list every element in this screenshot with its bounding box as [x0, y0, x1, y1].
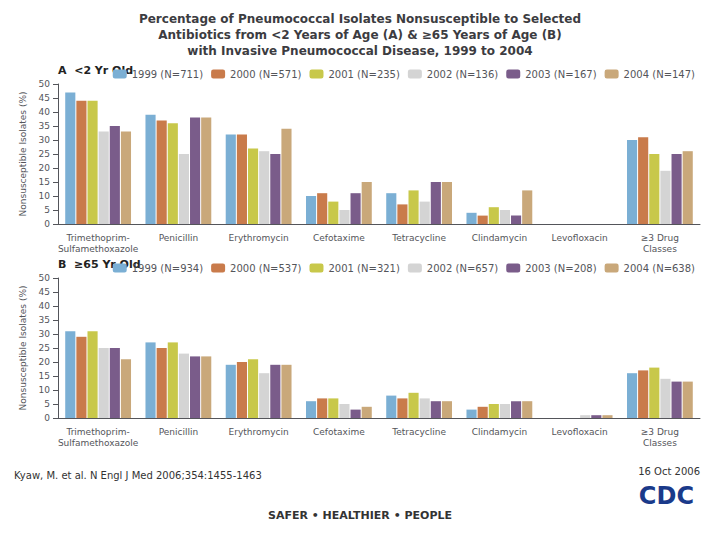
svg-text:2000 (N=571): 2000 (N=571): [230, 69, 301, 80]
svg-text:35: 35: [39, 315, 50, 325]
svg-text:45: 45: [39, 93, 50, 103]
svg-text:Tetracycline: Tetracycline: [391, 233, 446, 243]
svg-text:Kyaw, M. et al. N Engl J Med 2: Kyaw, M. et al. N Engl J Med 2006;354:14…: [14, 470, 262, 481]
svg-text:5: 5: [44, 205, 50, 215]
svg-text:10: 10: [39, 191, 51, 201]
svg-text:Nonsusceptible Isolates (%): Nonsusceptible Isolates (%): [18, 286, 28, 411]
svg-text:30: 30: [39, 329, 51, 339]
svg-text:2003 (N=208): 2003 (N=208): [525, 263, 596, 274]
svg-text:20: 20: [39, 163, 51, 173]
svg-text:Cefotaxime: Cefotaxime: [313, 427, 365, 437]
svg-text:1999 (N=711): 1999 (N=711): [132, 69, 203, 80]
svg-text:25: 25: [39, 149, 50, 159]
svg-text:2002 (N=657): 2002 (N=657): [427, 263, 498, 274]
svg-text:0: 0: [44, 413, 50, 423]
svg-text:2001 (N=321): 2001 (N=321): [328, 263, 399, 274]
svg-text:Sulfamethoxazole: Sulfamethoxazole: [58, 244, 139, 254]
svg-text:Classes: Classes: [643, 438, 677, 448]
svg-text:Clindamycin: Clindamycin: [472, 427, 527, 437]
svg-text:with Invasive Pneumococcal Dis: with Invasive Pneumococcal Disease, 1999…: [187, 44, 532, 58]
svg-text:2000 (N=537): 2000 (N=537): [230, 263, 301, 274]
svg-text:Classes: Classes: [643, 244, 677, 254]
svg-text:Penicillin: Penicillin: [159, 427, 199, 437]
svg-text:A <2 Yr Old: A <2 Yr Old: [58, 64, 134, 77]
svg-text:15: 15: [39, 371, 50, 381]
svg-text:45: 45: [39, 287, 50, 297]
svg-text:10: 10: [39, 385, 51, 395]
svg-text:2004 (N=638): 2004 (N=638): [624, 263, 695, 274]
svg-text:50: 50: [39, 79, 51, 89]
svg-text:15: 15: [39, 177, 50, 187]
svg-text:2002 (N=136): 2002 (N=136): [427, 69, 498, 80]
svg-text:Trimethoprim-: Trimethoprim-: [65, 233, 129, 243]
svg-text:20: 20: [39, 357, 51, 367]
svg-text:50: 50: [39, 273, 51, 283]
svg-text:30: 30: [39, 135, 51, 145]
svg-text:Antibiotics from <2 Years of A: Antibiotics from <2 Years of Age (A) & ≥…: [158, 28, 561, 42]
svg-text:35: 35: [39, 121, 50, 131]
svg-text:Trimethoprim-: Trimethoprim-: [65, 427, 129, 437]
svg-text:Levofloxacin: Levofloxacin: [552, 427, 608, 437]
svg-text:Clindamycin: Clindamycin: [472, 233, 527, 243]
svg-text:Erythromycin: Erythromycin: [229, 427, 289, 437]
svg-text:Penicillin: Penicillin: [159, 233, 199, 243]
svg-text:Cefotaxime: Cefotaxime: [313, 233, 365, 243]
svg-text:Nonsusceptible Isolates (%): Nonsusceptible Isolates (%): [18, 92, 28, 217]
svg-text:≥3 Drug: ≥3 Drug: [641, 427, 679, 437]
svg-text:Levofloxacin: Levofloxacin: [552, 233, 608, 243]
svg-text:25: 25: [39, 343, 50, 353]
svg-text:≥3 Drug: ≥3 Drug: [641, 233, 679, 243]
svg-text:2004 (N=147): 2004 (N=147): [624, 69, 695, 80]
svg-text:5: 5: [44, 399, 50, 409]
svg-text:Erythromycin: Erythromycin: [229, 233, 289, 243]
svg-text:SAFER • HEALTHIER • PEOPLE: SAFER • HEALTHIER • PEOPLE: [268, 509, 452, 522]
svg-text:1999 (N=934): 1999 (N=934): [132, 263, 203, 274]
svg-text:CDC: CDC: [639, 482, 694, 510]
svg-text:Tetracycline: Tetracycline: [391, 427, 446, 437]
svg-text:B ≥65 Yr Old: B ≥65 Yr Old: [58, 258, 141, 271]
svg-text:16 Oct 2006: 16 Oct 2006: [638, 466, 700, 477]
svg-text:40: 40: [39, 107, 51, 117]
svg-text:Sulfamethoxazole: Sulfamethoxazole: [58, 438, 139, 448]
svg-text:2001 (N=235): 2001 (N=235): [328, 69, 399, 80]
svg-text:Percentage of Pneumococcal Iso: Percentage of Pneumococcal Isolates Nons…: [139, 12, 581, 26]
svg-text:40: 40: [39, 301, 51, 311]
svg-text:2003 (N=167): 2003 (N=167): [525, 69, 596, 80]
svg-text:0: 0: [44, 219, 50, 229]
